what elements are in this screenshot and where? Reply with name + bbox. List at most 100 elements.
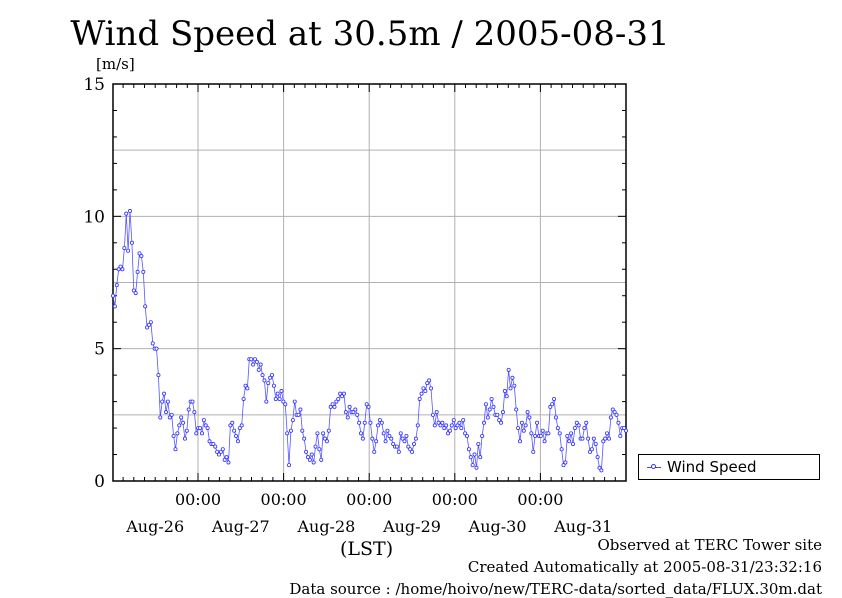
data-point [605,431,610,436]
data-point [517,439,522,444]
x-tick-time-label: 00:00 [175,490,221,509]
data-point [126,248,131,253]
data-point [232,428,237,433]
data-point [160,399,165,404]
footer-created: Created Automatically at 2005-08-31/23:3… [467,558,822,576]
series-wind-speed [111,209,629,473]
data-point [572,426,577,431]
data-point [164,410,169,415]
data-point [447,428,452,433]
data-point [542,439,547,444]
data-point [563,460,568,465]
data-point [213,444,218,449]
data-point [436,420,441,425]
data-point [313,444,318,449]
data-point [262,378,267,383]
data-point [555,426,560,431]
data-point [321,431,326,436]
data-point [226,460,231,465]
data-point [499,420,504,425]
data-point [500,410,505,415]
chart-title: Wind Speed at 30.5m / 2005-08-31 [70,14,670,54]
data-point [421,386,426,391]
data-point [184,428,189,433]
data-point [264,399,269,404]
data-point [472,452,477,457]
data-point [508,386,513,391]
data-point [111,293,116,298]
legend: Wind Speed [638,454,820,480]
data-point [434,410,439,415]
x-axis-label: (LST) [340,538,394,560]
data-point [292,399,297,404]
data-point [618,434,623,439]
data-point [506,367,511,372]
data-point [478,455,483,460]
data-point [593,441,598,446]
data-point [548,404,553,409]
data-point [249,357,254,362]
data-point [118,264,123,269]
data-point [268,375,273,380]
data-point [323,436,328,441]
data-point [217,452,222,457]
data-point [616,420,621,425]
data-point [211,441,216,446]
data-point [410,449,415,454]
data-point [398,431,403,436]
x-tick-time-label: 00:00 [432,490,478,509]
data-point [148,320,153,325]
data-point [444,423,449,428]
data-point [608,415,613,420]
data-point [186,407,191,412]
data-point [332,404,337,409]
data-point [135,269,140,274]
data-point [394,444,399,449]
data-point [215,449,220,454]
data-point [565,434,570,439]
data-point [438,423,443,428]
data-point [561,463,566,468]
data-point [368,420,373,425]
data-point [288,428,293,433]
data-point [345,415,350,420]
data-point [220,447,225,452]
data-point [260,373,265,378]
data-point [415,423,420,428]
data-point [387,434,392,439]
data-point [591,436,596,441]
data-point [143,304,148,309]
data-point [480,434,485,439]
x-axis: 00:00 00:00 00:00 00:00 00:00 Aug-26 Aug-27 Aug… [122,84,627,536]
data-point [315,431,320,436]
y-tick-label: 0 [94,472,105,492]
data-point [570,441,575,446]
data-point [120,267,125,272]
data-point [442,426,447,431]
data-point [158,415,163,420]
data-point [347,404,352,409]
legend-marker-swatch [651,464,656,469]
data-point [182,436,187,441]
data-point [279,389,284,394]
data-point [538,434,543,439]
data-point [334,399,339,404]
data-point [402,439,407,444]
data-point [495,412,500,417]
data-point [230,420,235,425]
data-point [411,441,416,446]
x-tick-date-label: Aug-27 [211,517,270,536]
data-point [256,367,261,372]
data-point [124,211,129,216]
x-tick-time-label: 00:00 [261,490,307,509]
data-point [504,394,509,399]
data-point [550,402,555,407]
data-point [341,391,346,396]
data-point [328,404,333,409]
data-point [252,357,257,362]
data-point [311,460,316,465]
x-tick-date-label: Aug-31 [553,517,612,536]
data-point [470,463,475,468]
data-point [476,441,481,446]
x-tick-date-label: Aug-29 [382,517,441,536]
